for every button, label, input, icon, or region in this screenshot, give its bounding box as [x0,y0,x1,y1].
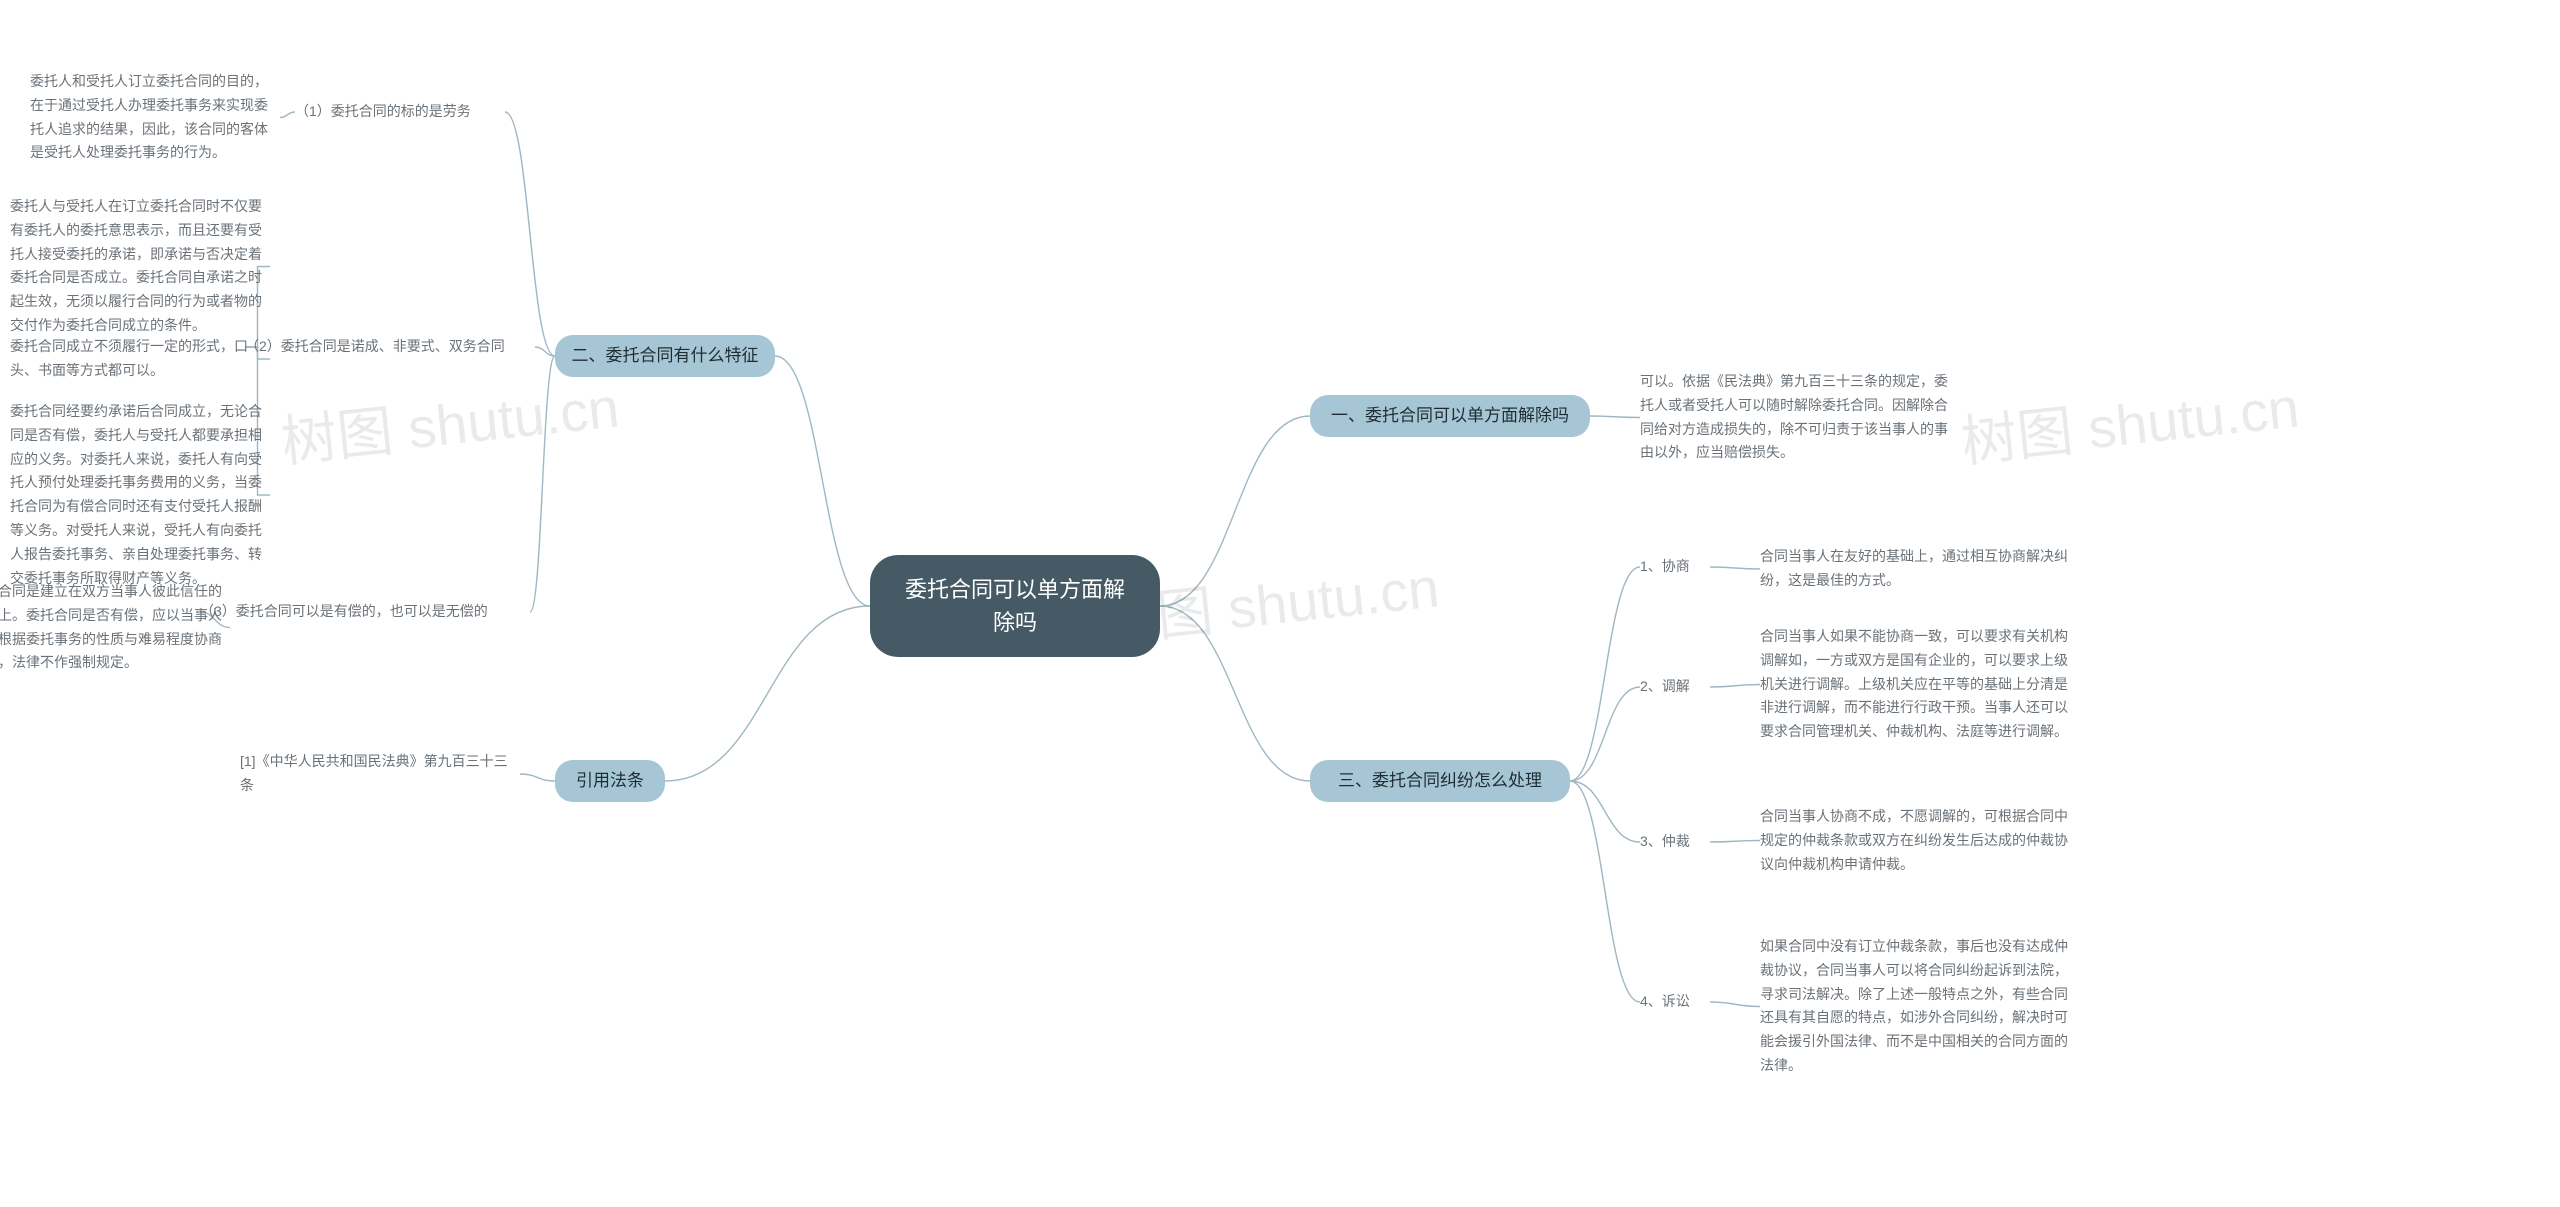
leaf-r2b-text: 合同当事人如果不能协商一致，可以要求有关机构调解如，一方或双方是国有企业的，可以… [1760,625,2080,744]
leaf-l1b-text-2: 委托合同成立不须履行一定的形式，口头、书面等方式都可以。 [10,335,270,383]
leaf-r1-text: 可以。依据《民法典》第九百三十三条的规定，委托人或者受托人可以随时解除委托合同。… [1640,370,1960,465]
leaf-r2a-label: 1、协商 [1640,555,1710,579]
watermark-3: 树图 shutu.cn [1957,362,2303,478]
branch-r2[interactable]: 三、委托合同纠纷怎么处理 [1310,760,1570,802]
leaf-r2b-label: 2、调解 [1640,675,1710,699]
leaf-l1b-text-1: 委托人与受托人在订立委托合同时不仅要有委托人的委托意思表示，而且还要有受托人接受… [10,195,270,338]
leaf-l2a-text: [1]《中华人民共和国民法典》第九百三十三条 [240,750,520,798]
watermark-1: 树图 shutu.cn [277,362,623,478]
branch-l1[interactable]: 二、委托合同有什么特征 [555,335,775,377]
leaf-r2d-label: 4、诉讼 [1640,990,1710,1014]
leaf-r2c-label: 3、仲裁 [1640,830,1710,854]
leaf-l1b-label: （2）委托合同是诺成、非要式、双务合同 [245,335,535,359]
branch-r1[interactable]: 一、委托合同可以单方面解除吗 [1310,395,1590,437]
root-node[interactable]: 委托合同可以单方面解除吗 [870,555,1160,657]
leaf-l1c-label: （3）委托合同可以是有偿的，也可以是无偿的 [200,600,530,624]
leaf-l1a-text: 委托人和受托人订立委托合同的目的，在于通过受托人办理委托事务来实现委托人追求的结… [30,70,280,165]
leaf-l1a-label: （1）委托合同的标的是劳务 [295,100,505,124]
branch-l2[interactable]: 引用法条 [555,760,665,802]
leaf-l1b-text-3: 委托合同经要约承诺后合同成立，无论合同是否有偿，委托人与受托人都要承担相应的义务… [10,400,270,590]
leaf-l1c-text: 委托合同是建立在双方当事人彼此信任的基础上。委托合同是否有偿，应以当事人双方根据… [0,580,230,675]
leaf-r2a-text: 合同当事人在友好的基础上，通过相互协商解决纠纷，这是最佳的方式。 [1760,545,2070,593]
leaf-r2c-text: 合同当事人协商不成，不愿调解的，可根据合同中规定的仲裁条款或双方在纠纷发生后达成… [1760,805,2080,876]
leaf-r2d-text: 如果合同中没有订立仲裁条款，事后也没有达成仲裁协议，合同当事人可以将合同纠纷起诉… [1760,935,2080,1078]
